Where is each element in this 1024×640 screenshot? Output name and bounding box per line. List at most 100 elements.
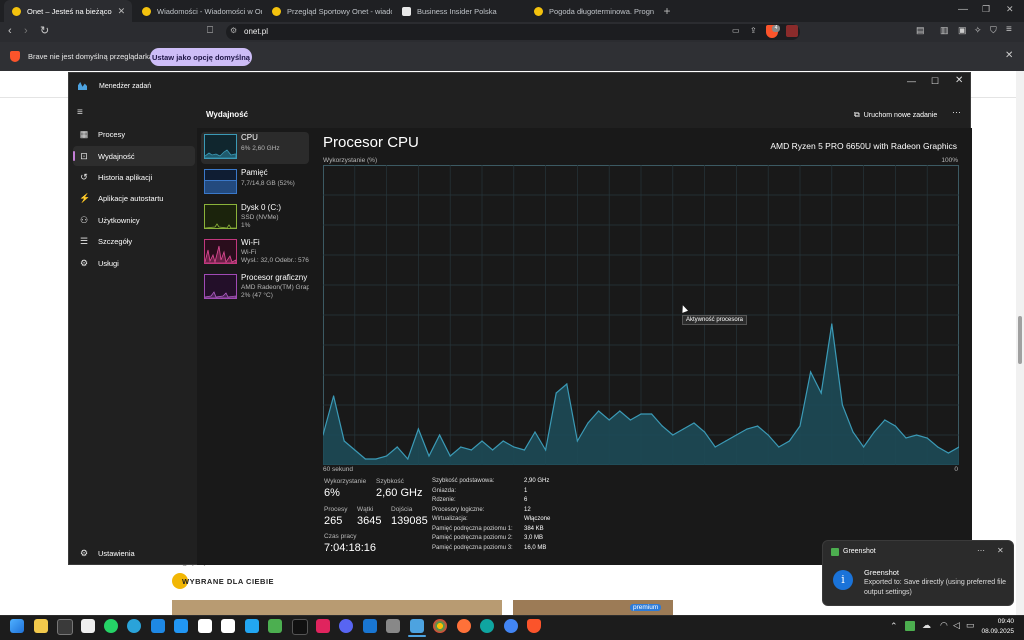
tab-business-insider[interactable]: Business Insider Polska xyxy=(394,0,522,22)
bookmark-icon[interactable]: ⎕ xyxy=(207,25,213,36)
cloud-icon[interactable]: ☁ xyxy=(922,620,931,630)
outlook-icon[interactable] xyxy=(363,619,377,633)
nav-item-ustawienia[interactable]: ⚙ Ustawienia xyxy=(73,543,195,563)
section-marker-icon xyxy=(172,573,188,589)
share-icon[interactable]: ⇪ xyxy=(750,26,757,35)
device-wifi[interactable]: Wi-Fi Wi-Fi Wysł.: 32,0 Odebr.: 576 K xyxy=(201,237,309,269)
cpu-usage-point xyxy=(873,431,875,433)
close-infobar-icon[interactable]: ✕ xyxy=(1005,50,1014,61)
app-icon[interactable] xyxy=(198,619,212,633)
split-view-icon[interactable]: ▥ xyxy=(940,25,949,35)
tray-overflow-icon[interactable]: ⌃ xyxy=(890,621,898,631)
run-new-task-button[interactable]: ⧉ Uruchom nowe zadanie xyxy=(854,110,938,119)
close-tab-icon[interactable]: ✕ xyxy=(117,5,126,16)
site-settings-icon[interactable]: ⚙ xyxy=(230,26,238,35)
article-image[interactable] xyxy=(513,600,673,615)
cpu-usage-point xyxy=(757,425,759,427)
app-icon[interactable] xyxy=(245,619,259,633)
clock-time[interactable]: 09:40 xyxy=(997,618,1014,625)
brave-taskbar-icon[interactable] xyxy=(527,619,541,633)
nav-item-procesy[interactable]: ▦ Procesy xyxy=(73,124,195,144)
device-cpu[interactable]: CPU 6% 2,60 GHz xyxy=(201,132,309,164)
details-icon: ☰ xyxy=(79,236,89,246)
chrome-icon[interactable] xyxy=(433,619,447,633)
users-icon: ⚇ xyxy=(79,215,89,225)
telegram-icon[interactable] xyxy=(127,619,141,633)
terminal-icon[interactable] xyxy=(57,619,73,635)
start-button-icon[interactable] xyxy=(10,619,24,633)
cpu-usage-point xyxy=(502,440,504,442)
discord-icon[interactable] xyxy=(339,619,353,633)
nav-item-szczegoly[interactable]: ☰ Szczegóły xyxy=(73,231,195,251)
notion-icon[interactable] xyxy=(221,619,235,633)
cpu-usage-point xyxy=(428,455,430,457)
wifi-icon[interactable]: ◠ xyxy=(940,620,948,630)
app-icon[interactable] xyxy=(316,619,330,633)
device-name: Pamięć xyxy=(241,168,268,177)
nav-item-uslugi[interactable]: ⚙ Usługi xyxy=(73,253,195,273)
spec-value: 384 KB xyxy=(524,525,544,532)
minimize-icon[interactable]: — xyxy=(958,4,968,15)
forward-icon[interactable]: › xyxy=(24,25,28,37)
address-bar[interactable]: ⚙ onet.pl ▭ ⇪ xyxy=(226,24,800,40)
task-manager-taskbar-icon[interactable] xyxy=(410,619,424,633)
tab-pogoda[interactable]: Pogoda długoterminowa. Prognoza xyxy=(526,0,654,22)
nav-label: Historia aplikacji xyxy=(98,172,153,182)
reload-icon[interactable]: ↻ xyxy=(40,25,50,37)
app-icon[interactable] xyxy=(504,619,518,633)
tab-wiadomosci[interactable]: Wiadomości - Wiadomości w Onet xyxy=(134,0,262,22)
app-icon[interactable] xyxy=(292,619,308,635)
cpu-usage-point xyxy=(545,449,547,451)
vpn-icon[interactable]: ⛉ xyxy=(990,25,997,35)
leo-ai-icon[interactable]: ✧ xyxy=(974,25,982,35)
nav-item-aplikacje-autostartu[interactable]: ⚡ Aplikacje autostartu xyxy=(73,188,195,208)
hamburger-menu-icon[interactable]: ≡ xyxy=(77,107,83,118)
wallet-icon[interactable]: ▣ xyxy=(958,25,967,35)
notification-toast[interactable]: Greenshot ⋯ ✕ i Greenshot Exported to: S… xyxy=(822,540,1014,606)
file-explorer-icon[interactable] xyxy=(34,619,48,633)
more-options-icon[interactable]: ⋯ xyxy=(952,107,961,117)
battery-icon[interactable]: ▭ xyxy=(966,620,975,630)
nav-item-wydajnosc[interactable]: ⊡ Wydajność xyxy=(73,146,195,166)
device-memory[interactable]: Pamięć 7,7/14,8 GB (52%) xyxy=(201,167,309,199)
device-gpu[interactable]: Procesor graficzny AMD Radeon(TM) Graphi… xyxy=(201,272,309,304)
nav-item-historia-aplikacji[interactable]: ↺ Historia aplikacji xyxy=(73,167,195,187)
close-window-icon[interactable]: ✕ xyxy=(955,75,964,86)
cpu-usage-point xyxy=(735,434,737,436)
toast-more-icon[interactable]: ⋯ xyxy=(977,546,985,555)
close-window-icon[interactable]: ✕ xyxy=(1006,4,1014,14)
app-icon[interactable] xyxy=(268,619,282,633)
device-disk[interactable]: Dysk 0 (C:) SSD (NVMe) 1% xyxy=(201,202,309,234)
app-icon[interactable] xyxy=(174,619,188,633)
cpu-usage-point xyxy=(407,458,409,460)
restore-icon[interactable]: ❐ xyxy=(982,4,991,14)
tab-przeglad-sportowy[interactable]: Przegląd Sportowy Onet - wiadomości xyxy=(264,0,392,22)
menu-icon[interactable]: ≡ xyxy=(1006,24,1012,35)
brave-rewards-icon[interactable] xyxy=(786,25,798,37)
app-icon[interactable] xyxy=(386,619,400,633)
back-icon[interactable]: ‹ xyxy=(8,25,12,37)
new-tab-icon[interactable]: + xyxy=(663,4,671,18)
toast-close-icon[interactable]: ✕ xyxy=(997,546,1004,555)
maximize-icon[interactable]: ☐ xyxy=(931,76,940,86)
cpu-usage-point xyxy=(725,440,727,442)
edge-icon[interactable] xyxy=(480,619,494,633)
cpu-usage-point xyxy=(820,392,822,394)
set-default-button[interactable]: Ustaw jako opcję domyślną xyxy=(150,48,252,66)
cast-icon[interactable]: ▭ xyxy=(732,26,740,35)
cpu-usage-point xyxy=(799,425,801,427)
whatsapp-icon[interactable] xyxy=(104,619,118,633)
greenshot-tray-icon[interactable] xyxy=(905,621,915,631)
page-scrollbar-thumb[interactable] xyxy=(1018,316,1022,364)
volume-icon[interactable]: ◁ xyxy=(953,620,960,630)
cpu-usage-point xyxy=(354,449,356,451)
article-image[interactable] xyxy=(172,600,502,615)
sidebar-toggle-icon[interactable]: ▤ xyxy=(916,25,925,35)
minimize-icon[interactable]: — xyxy=(907,76,916,86)
nav-item-uzytkownicy[interactable]: ⚇ Użytkownicy xyxy=(73,210,195,230)
vscode-icon[interactable] xyxy=(151,619,165,633)
clock-date[interactable]: 08.09.2025 xyxy=(981,628,1014,635)
tab-onet[interactable]: Onet – Jesteś na bieżąco ✕ xyxy=(4,0,132,22)
firefox-icon[interactable] xyxy=(457,619,471,633)
capcut-icon[interactable] xyxy=(81,619,95,633)
